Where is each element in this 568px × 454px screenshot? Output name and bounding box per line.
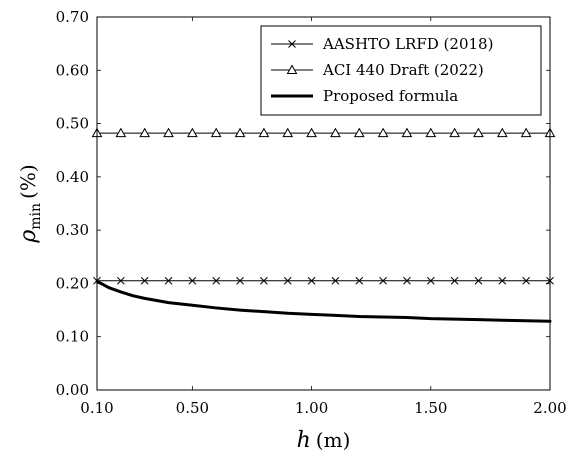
x-tick-label: 0.50 — [176, 399, 209, 417]
data-point-cross — [426, 276, 435, 285]
plot-frame — [96, 16, 551, 391]
y-tick-label: 0.20 — [56, 274, 89, 292]
data-point-cross — [140, 276, 149, 285]
legend-entry-aashto-lrfd-2018: AASHTO LRFD (2018) — [271, 35, 493, 53]
y-tick-label: 0.50 — [56, 115, 89, 133]
legend-marker-cross — [288, 40, 296, 48]
data-point-cross — [331, 276, 340, 285]
data-point-triangle — [377, 127, 389, 138]
series-group — [91, 127, 556, 323]
data-point-cross — [522, 276, 531, 285]
data-point-cross — [379, 276, 387, 285]
data-point-triangle — [258, 127, 270, 138]
data-point-triangle — [163, 127, 174, 138]
data-point-cross — [212, 276, 221, 285]
axis-label-group: ρmin(%) h (m) — [16, 164, 350, 453]
x-tick-label: 2.00 — [533, 399, 566, 417]
data-point-triangle — [282, 127, 294, 138]
data-point-triangle — [473, 127, 484, 138]
y-tick-label: 0.70 — [56, 8, 89, 26]
data-point-cross — [403, 276, 411, 285]
x-axis-label: h (m) — [297, 428, 351, 453]
series-aashto-lrfd-2018 — [93, 276, 554, 285]
tick-group: 0.10 0.50 1.00 1.50 2.000.000.100.200.300.40… — [56, 8, 567, 417]
y-tick-label: 0.00 — [56, 381, 89, 399]
data-point-cross — [236, 276, 244, 285]
legend-label: AASHTO LRFD (2018) — [322, 35, 493, 53]
legend-entry-aci-440-draft-2022: ACI 440 Draft (2022) — [271, 61, 484, 79]
y-tick-label: 0.60 — [56, 61, 89, 79]
legend-label: Proposed formula — [323, 87, 458, 105]
data-point-cross — [474, 276, 483, 285]
data-point-cross — [188, 276, 197, 285]
x-tick-label: 1.50 — [414, 399, 447, 417]
data-point-cross — [498, 276, 507, 285]
data-point-triangle — [234, 127, 246, 138]
legend-marker-triangle — [286, 64, 298, 74]
data-point-triangle — [187, 127, 198, 138]
data-point-triangle — [330, 127, 341, 138]
data-point-triangle — [425, 127, 437, 138]
data-point-cross — [260, 276, 268, 285]
data-point-triangle — [496, 127, 508, 138]
series-proposed-formula — [95, 279, 552, 323]
x-tick-label: 1.00 — [295, 399, 328, 417]
legend-label: ACI 440 Draft (2022) — [322, 61, 484, 79]
data-point-cross — [307, 276, 316, 285]
data-point-triangle — [449, 127, 460, 138]
data-point-triangle — [139, 127, 151, 138]
data-point-triangle — [115, 127, 127, 138]
data-point-triangle — [520, 127, 532, 138]
series-aci-440-draft-2022 — [91, 127, 556, 138]
series-line-proposed-formula — [95, 279, 552, 323]
data-point-cross — [355, 276, 364, 285]
data-point-cross — [283, 276, 292, 285]
y-tick-label: 0.40 — [56, 168, 89, 186]
legend: AASHTO LRFD (2018) ACI 440 Draft (2022) Pr… — [260, 25, 542, 116]
data-point-cross — [164, 276, 173, 285]
y-tick-label: 0.30 — [56, 221, 89, 239]
legend-entry-proposed-formula: Proposed formula — [271, 87, 458, 105]
y-axis-label: ρmin(%) — [16, 164, 44, 243]
data-point-triangle — [306, 127, 317, 138]
y-tick-label: 0.10 — [56, 328, 89, 346]
x-tick-label: 0.10 — [80, 399, 113, 417]
data-point-cross — [450, 276, 459, 285]
data-point-triangle — [210, 127, 222, 138]
data-point-triangle — [353, 127, 365, 138]
data-point-triangle — [401, 127, 413, 138]
data-point-cross — [116, 276, 125, 285]
